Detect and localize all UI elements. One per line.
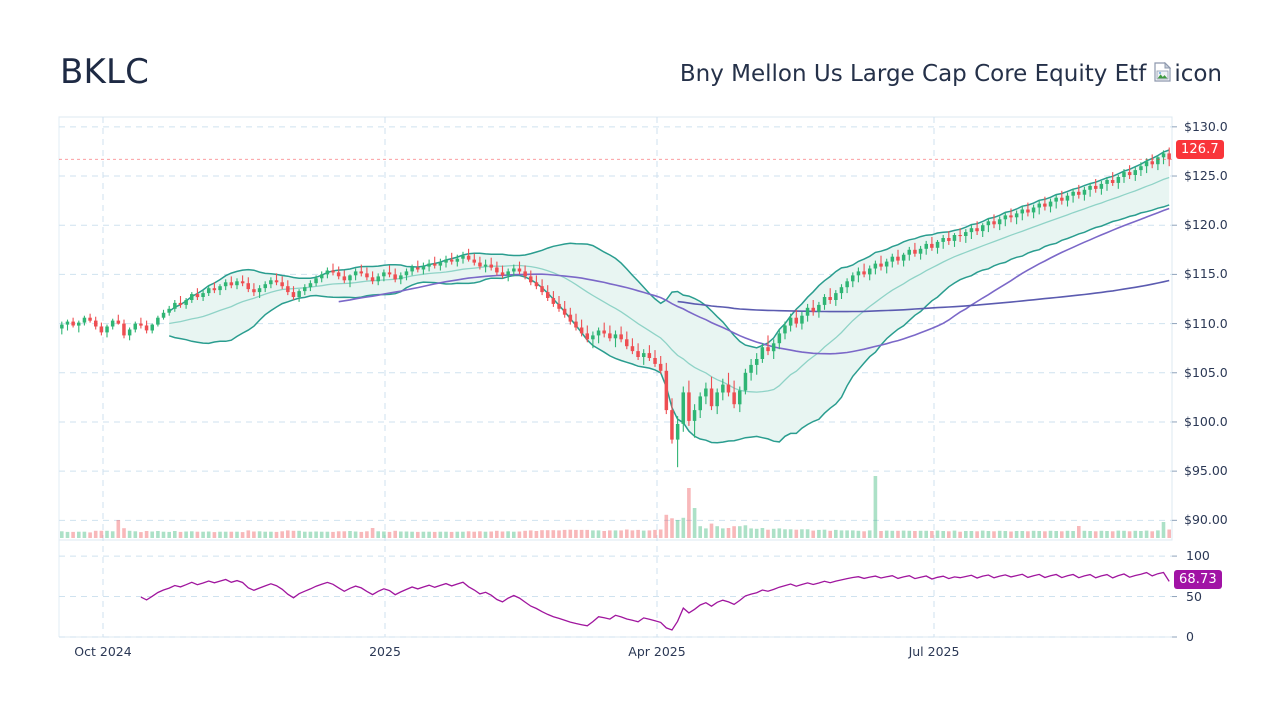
rsi-line xyxy=(140,571,1170,631)
chart-container[interactable] xyxy=(0,110,1280,655)
bollinger-lower-line xyxy=(168,204,1170,444)
chart-canvas[interactable] xyxy=(0,110,1280,655)
price-axis-label: $125.0 xyxy=(1184,168,1228,184)
broken-image-icon xyxy=(1154,59,1172,82)
bollinger-middle-line xyxy=(169,176,1170,393)
rsi-axis-label: 100 xyxy=(1186,548,1210,564)
broken-image-alt-text: icon xyxy=(1174,61,1222,87)
price-axis-label: $90.00 xyxy=(1184,512,1228,528)
moving-average-short-line xyxy=(338,207,1170,355)
time-axis-label: Jul 2025 xyxy=(908,644,960,659)
volume-series xyxy=(60,476,1171,538)
rsi-axis-label: 0 xyxy=(1186,629,1194,644)
rsi-axis-label: 50 xyxy=(1186,588,1202,604)
time-axis-label: Apr 2025 xyxy=(628,644,686,659)
price-axis-label: $95.00 xyxy=(1184,463,1228,479)
moving-average-long-line xyxy=(677,279,1170,313)
instrument-name: Bny Mellon Us Large Cap Core Equity Etf xyxy=(679,61,1147,87)
page-title: BKLC xyxy=(60,52,150,92)
time-axis-label: 2025 xyxy=(369,644,401,659)
rsi-value-badge: 68.73 xyxy=(1174,570,1222,589)
broken-image-placeholder: icon xyxy=(1154,58,1222,90)
chart-header: BKLC Bny Mellon Us Large Cap Core Equity… xyxy=(0,52,1280,110)
candlestick-series xyxy=(60,147,1171,468)
price-axis-label: $115.0 xyxy=(1184,266,1228,282)
bollinger-upper-line xyxy=(168,149,1170,349)
price-axis-label: $110.0 xyxy=(1184,315,1228,331)
last-price-badge: 126.7 xyxy=(1176,140,1224,159)
price-axis-label: $120.0 xyxy=(1184,217,1228,233)
instrument-title: Bny Mellon Us Large Cap Core Equity Etf … xyxy=(680,58,1222,90)
price-axis-label: $130.0 xyxy=(1184,118,1228,134)
price-axis-label: $105.0 xyxy=(1184,364,1228,380)
price-axis-label: $100.0 xyxy=(1184,413,1228,429)
time-axis-label: Oct 2024 xyxy=(74,644,132,659)
